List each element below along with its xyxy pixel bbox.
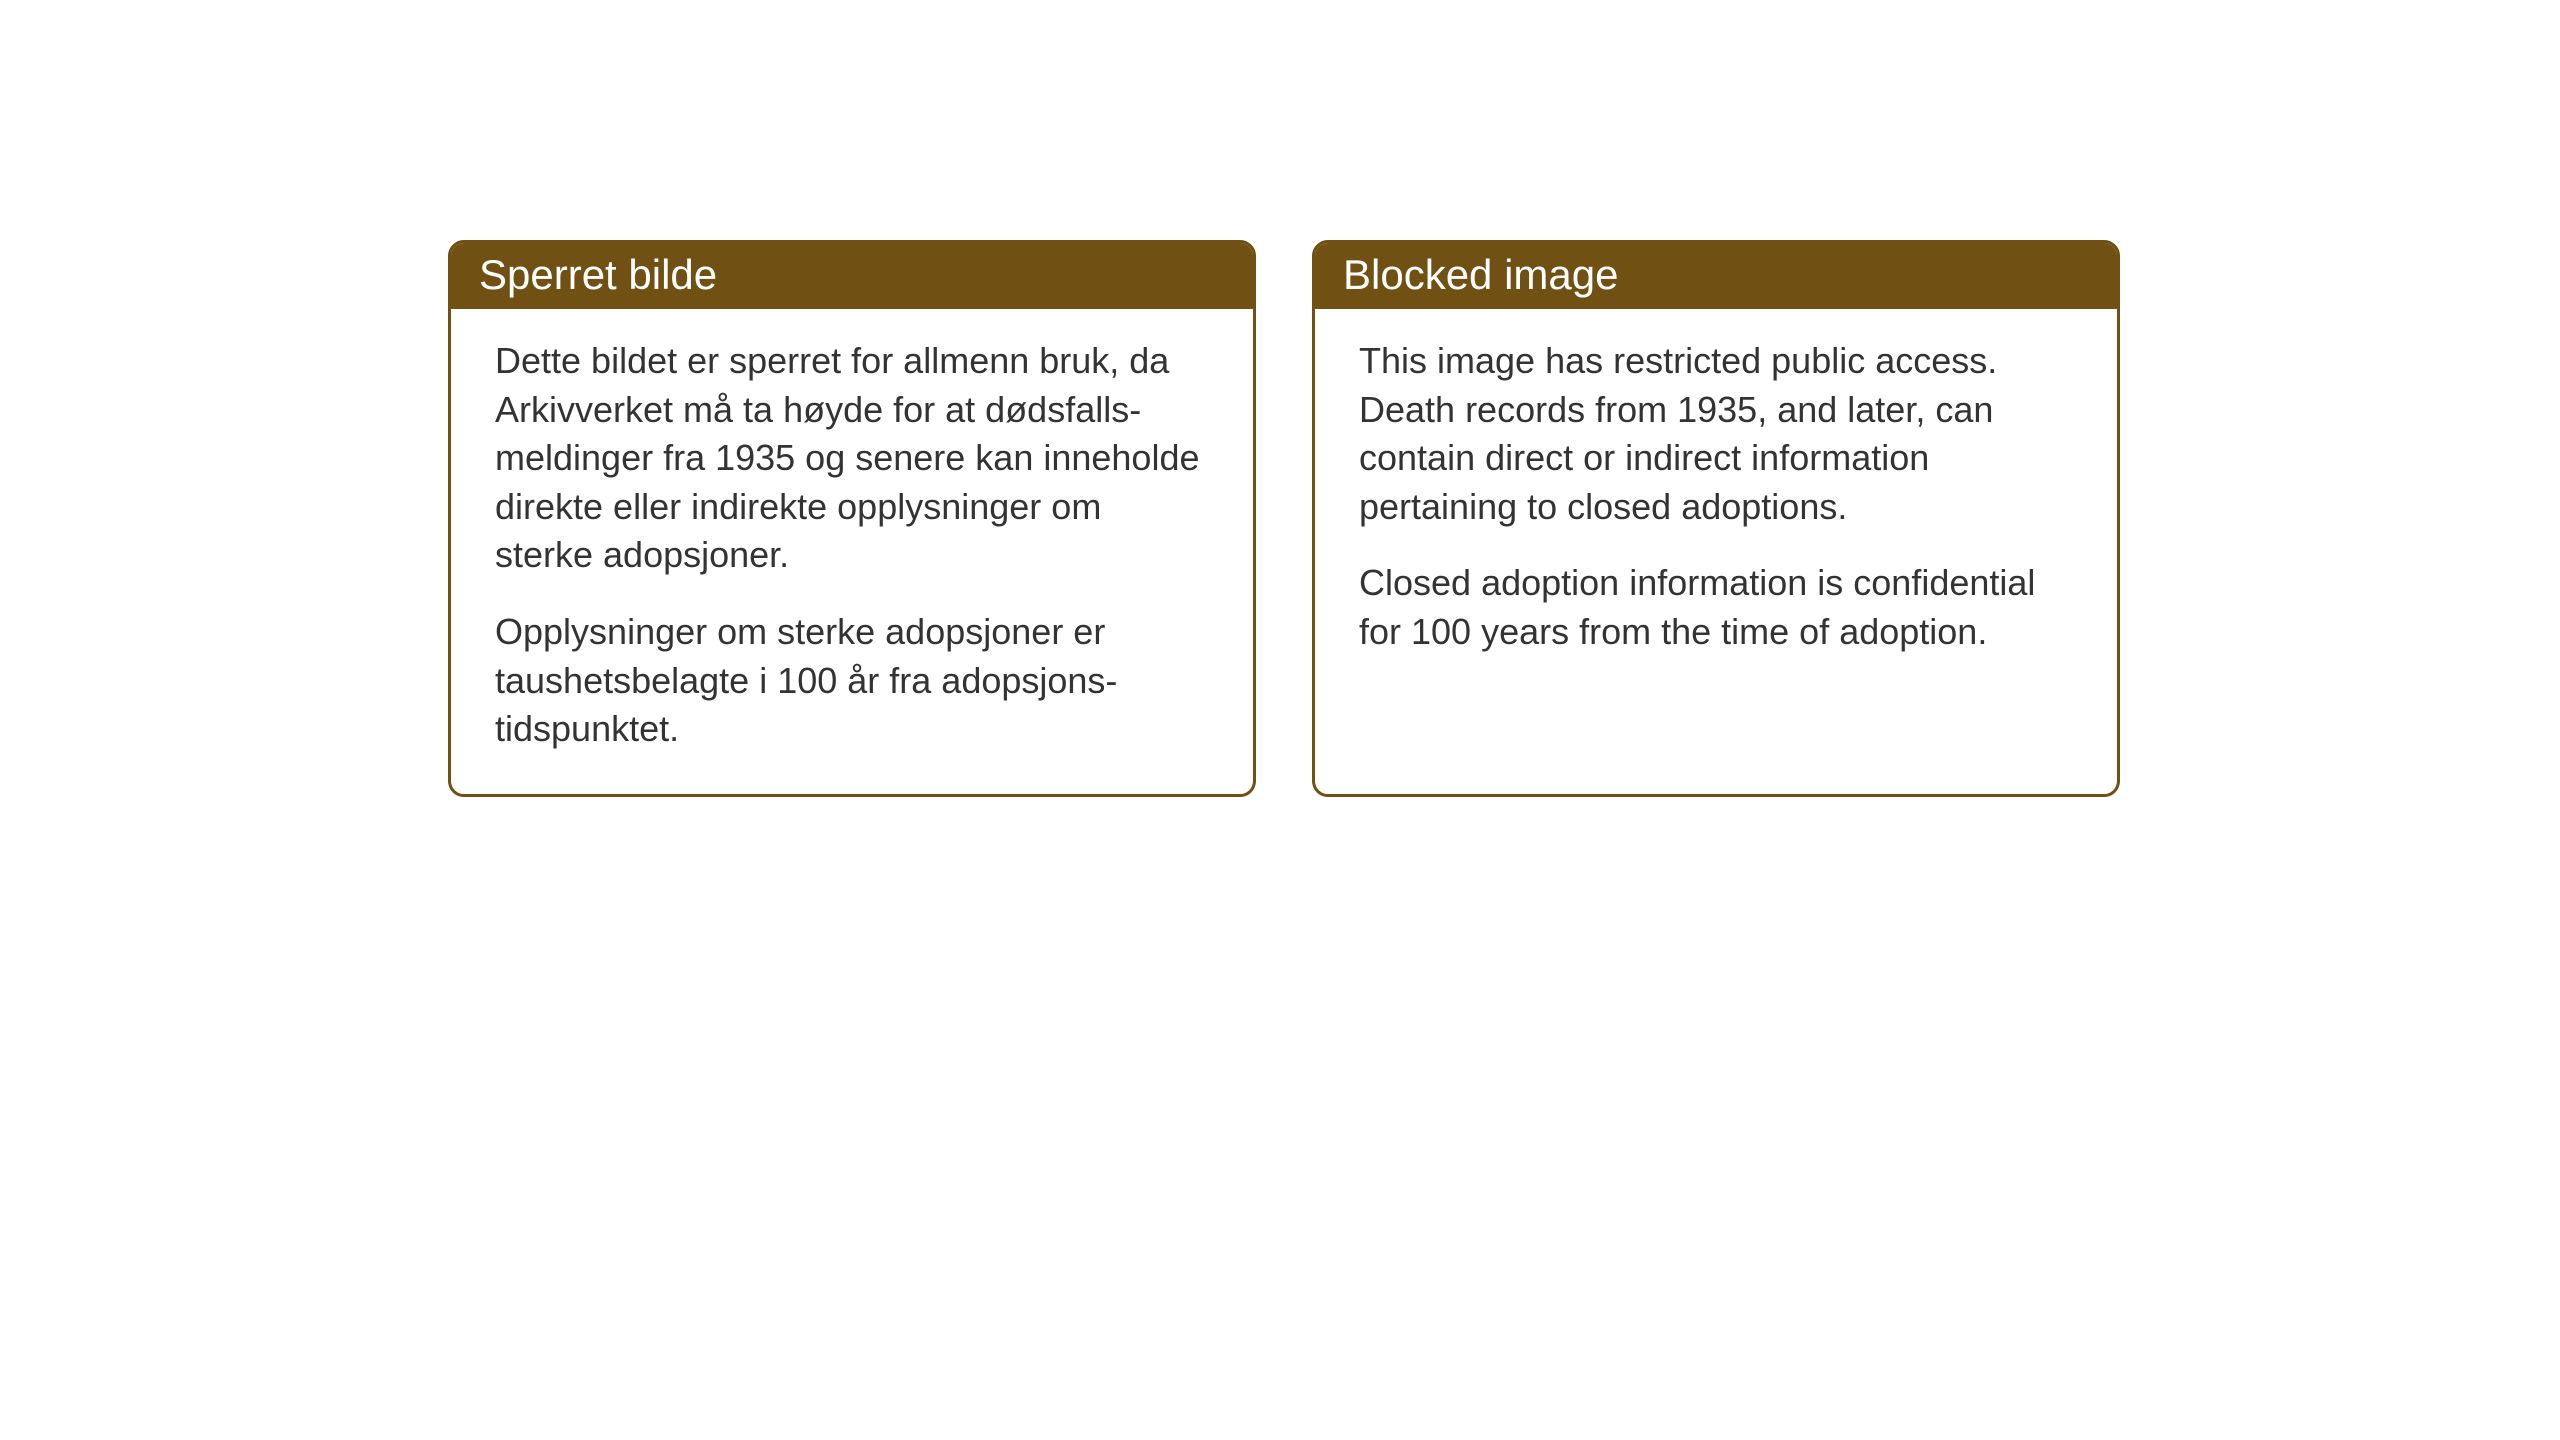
card-body-english: This image has restricted public access.… bbox=[1315, 309, 2117, 697]
card-header-english: Blocked image bbox=[1315, 243, 2117, 309]
paragraph-1-english: This image has restricted public access.… bbox=[1359, 337, 2073, 531]
paragraph-2-norwegian: Opplysninger om sterke adopsjoner er tau… bbox=[495, 608, 1209, 754]
notice-card-norwegian: Sperret bilde Dette bildet er sperret fo… bbox=[448, 240, 1256, 797]
card-body-norwegian: Dette bildet er sperret for allmenn bruk… bbox=[451, 309, 1253, 794]
paragraph-1-norwegian: Dette bildet er sperret for allmenn bruk… bbox=[495, 337, 1209, 580]
paragraph-2-english: Closed adoption information is confident… bbox=[1359, 559, 2073, 656]
notice-card-english: Blocked image This image has restricted … bbox=[1312, 240, 2120, 797]
notice-cards-container: Sperret bilde Dette bildet er sperret fo… bbox=[448, 240, 2120, 797]
card-header-norwegian: Sperret bilde bbox=[451, 243, 1253, 309]
